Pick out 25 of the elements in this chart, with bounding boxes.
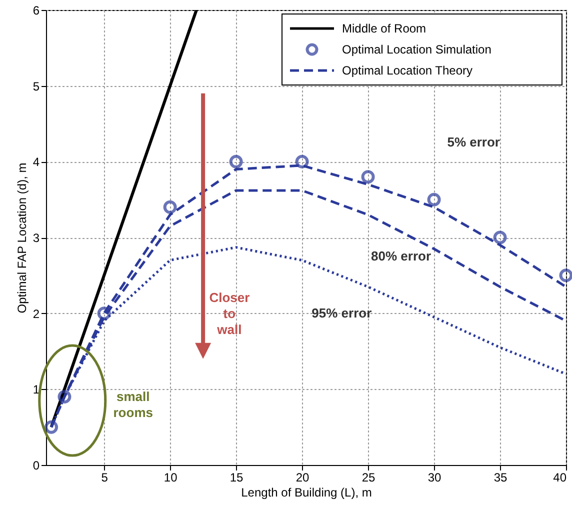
- annotation: 80% error: [371, 248, 432, 264]
- x-tick-label: 5: [101, 470, 108, 484]
- y-tick-label: 0: [32, 458, 40, 472]
- y-tick-label: 5: [32, 79, 40, 94]
- y-tick-label: 3: [32, 231, 40, 245]
- x-tick-label: 35: [494, 470, 508, 484]
- x-tick-label: 25: [362, 470, 376, 484]
- annotation: 5% error: [447, 134, 500, 150]
- x-tick-label: 15: [230, 470, 244, 484]
- annotation: Closer to wall: [209, 290, 250, 338]
- legend-label: Optimal Location Simulation: [342, 42, 492, 56]
- x-tick-label: 10: [164, 470, 178, 484]
- annotation: small rooms: [113, 388, 153, 420]
- annotation: 95% error: [312, 305, 372, 320]
- x-tick-label: 20: [296, 470, 310, 484]
- x-tick-label: 40: [553, 470, 567, 484]
- y-tick-label: 1: [32, 382, 40, 397]
- y-axis-title: Optimal FAP Location (d), m: [14, 162, 29, 314]
- y-tick-label: 2: [32, 306, 40, 321]
- y-tick-label: 4: [32, 155, 40, 170]
- legend-label: Middle of Room: [342, 22, 426, 36]
- x-axis-title: Length of Building (L), m: [241, 486, 372, 500]
- x-tick-label: 30: [428, 470, 442, 484]
- legend-label: Optimal Location Theory: [342, 64, 473, 78]
- y-tick-label: 6: [32, 4, 40, 18]
